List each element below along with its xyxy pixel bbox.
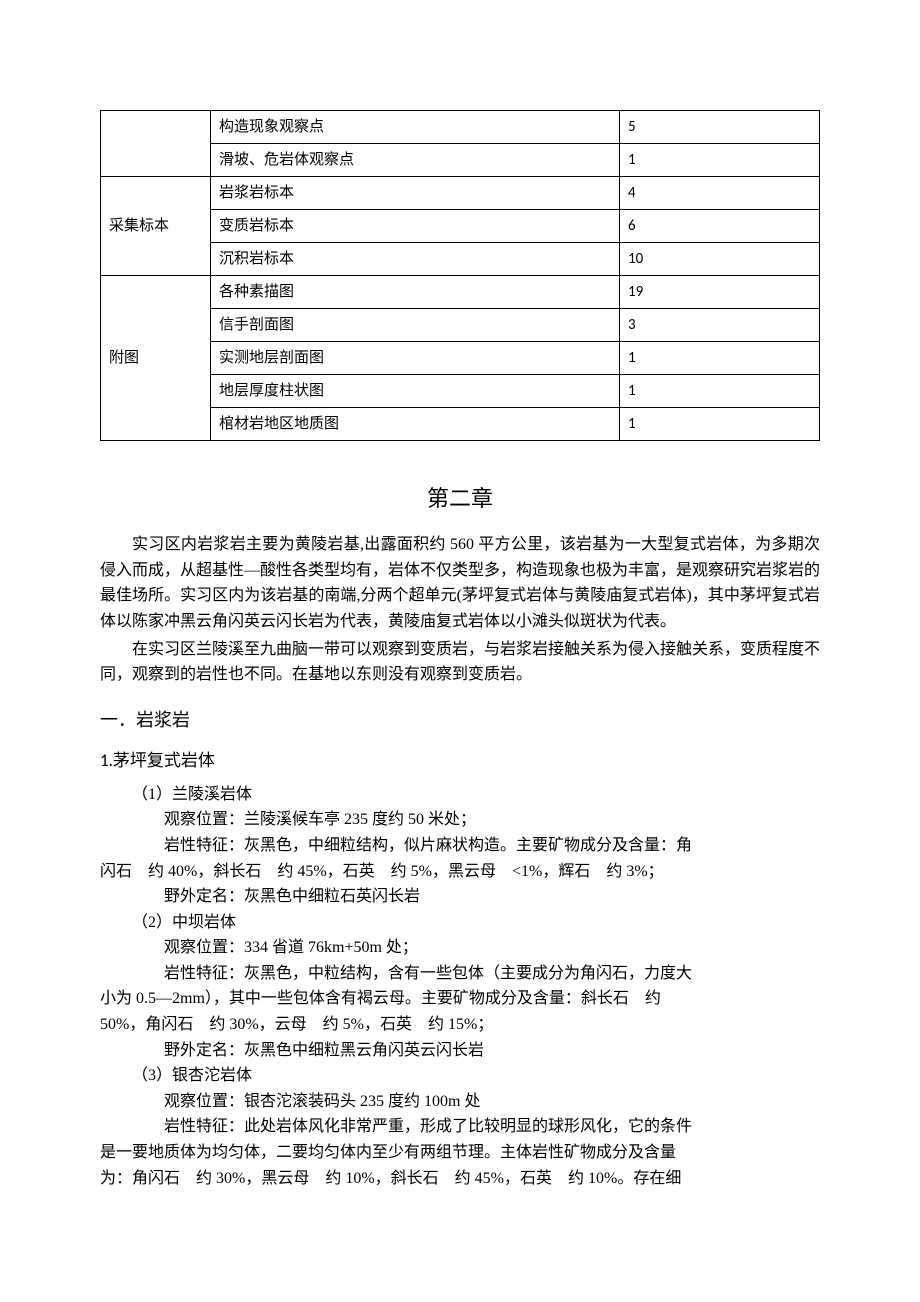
item-cell: 各种素描图: [211, 276, 620, 309]
intro-para-2: 在实习区兰陵溪至九曲脑一带可以观察到变质岩，与岩浆岩接触关系为侵入接触关系，变质…: [100, 637, 820, 688]
val-cell: 1: [620, 408, 820, 441]
val-cell: 1: [620, 342, 820, 375]
item-cell: 信手剖面图: [211, 309, 620, 342]
val-cell: 5: [620, 111, 820, 144]
rock2-field: 野外定名：灰黑色中细粒黑云角闪英云闪长岩: [100, 1038, 820, 1064]
section-heading-1-1: 1.茅坪复式岩体: [100, 747, 820, 774]
item-cell: 滑坡、危岩体观察点: [211, 144, 620, 177]
val-cell: 3: [620, 309, 820, 342]
val-cell: 1: [620, 144, 820, 177]
val-cell: 6: [620, 210, 820, 243]
item-cell: 棺材岩地区地质图: [211, 408, 620, 441]
rock2-desc3: 50%，角闪石 约 30%，云母 约 5%，石英 约 15%；: [100, 1012, 820, 1038]
rock2-name: （2）中坝岩体: [100, 910, 820, 936]
cat-cell-blank-1: [101, 111, 211, 177]
val-cell: 1: [620, 375, 820, 408]
chapter-title: 第二章: [100, 481, 820, 516]
rock3-desc2: 是一要地质体为均匀体，二要均匀体内至少有两组节理。主体岩性矿物成分及含量: [100, 1140, 820, 1166]
rock1-desc1: 岩性特征：灰黑色，中细粒结构，似片麻状构造。主要矿物成分及含量：角: [100, 833, 820, 859]
item-cell: 构造现象观察点: [211, 111, 620, 144]
rock3-loc: 观察位置：银杏沱滚装码头 235 度约 100m 处: [100, 1089, 820, 1115]
summary-table: 构造现象观察点 5 滑坡、危岩体观察点 1 采集标本 岩浆岩标本 4 变质岩标本…: [100, 110, 820, 441]
rock2-desc1: 岩性特征：灰黑色，中粒结构，含有一些包体（主要成分为角闪石，力度大: [100, 961, 820, 987]
rock1-desc2: 闪石 约 40%，斜长石 约 45%，石英 约 5%，黑云母 <1%，辉石 约 …: [100, 859, 820, 885]
rock2-desc2: 小为 0.5—2mm），其中一些包体含有褐云母。主要矿物成分及含量：斜长石 约: [100, 986, 820, 1012]
rock3-desc1: 岩性特征：此处岩体风化非常严重，形成了比较明显的球形风化，它的条件: [100, 1114, 820, 1140]
rock1-loc: 观察位置：兰陵溪候车亭 235 度约 50 米处；: [100, 807, 820, 833]
cat-cell-figures: 附图: [101, 276, 211, 441]
rock3-desc3: 为：角闪石 约 30%，黑云母 约 10%，斜长石 约 45%，石英 约 10%…: [100, 1166, 820, 1192]
section-heading-1: 一．岩浆岩: [100, 706, 820, 735]
item-cell: 地层厚度柱状图: [211, 375, 620, 408]
val-cell: 19: [620, 276, 820, 309]
cat-cell-specimen: 采集标本: [101, 177, 211, 276]
rock1-field: 野外定名：灰黑色中细粒石英闪长岩: [100, 884, 820, 910]
item-cell: 变质岩标本: [211, 210, 620, 243]
rock2-loc: 观察位置：334 省道 76km+50m 处；: [100, 935, 820, 961]
rock3-name: （3）银杏沱岩体: [100, 1063, 820, 1089]
intro-para-1: 实习区内岩浆岩主要为黄陵岩基,出露面积约 560 平方公里，该岩基为一大型复式岩…: [100, 532, 820, 634]
val-cell: 10: [620, 243, 820, 276]
item-cell: 沉积岩标本: [211, 243, 620, 276]
val-cell: 4: [620, 177, 820, 210]
rock1-name: （1）兰陵溪岩体: [100, 782, 820, 808]
item-cell: 岩浆岩标本: [211, 177, 620, 210]
item-cell: 实测地层剖面图: [211, 342, 620, 375]
